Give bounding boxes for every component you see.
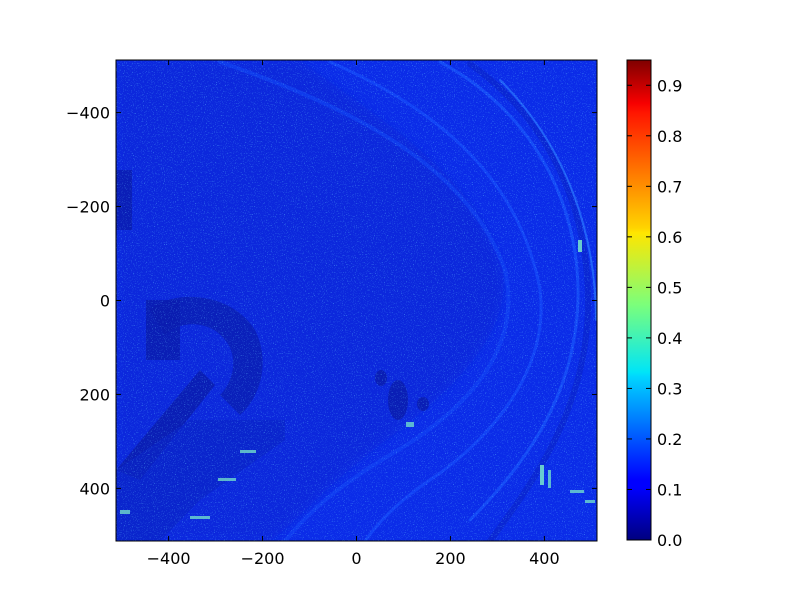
y-axis: −400 −200 0 200 400: [66, 104, 597, 498]
y-tick-label: 200: [79, 385, 110, 404]
y-tick-label: −400: [66, 104, 110, 123]
colorbar-tick-label: 0.0: [657, 531, 682, 550]
colorbar: 0.0 0.1 0.2 0.3 0.4 0.5 0.6 0.7 0.8 0.9: [626, 59, 682, 550]
colorbar-tick-label: 0.9: [657, 76, 682, 95]
y-tick-label: 0: [100, 292, 110, 311]
y-tick-label: −200: [66, 198, 110, 217]
colorbar-tick-label: 0.2: [657, 430, 682, 449]
x-tick-label: 400: [529, 549, 560, 568]
heatmap-image: [116, 60, 597, 541]
colorbar-gradient: [627, 60, 651, 540]
x-axis: −400 −200 0 200 400: [147, 60, 560, 568]
colorbar-frame: [626, 59, 652, 541]
colorbar-tick-label: 0.4: [657, 329, 682, 348]
x-tick-label: −400: [147, 549, 191, 568]
x-tick-label: 200: [435, 549, 466, 568]
colorbar-ticks: 0.0 0.1 0.2 0.3 0.4 0.5 0.6 0.7 0.8 0.9: [627, 76, 682, 550]
colorbar-tick-label: 0.1: [657, 480, 682, 499]
y-tick-label: 400: [79, 479, 110, 498]
colorbar-tick-label: 0.8: [657, 127, 682, 146]
colorbar-tick-label: 0.6: [657, 228, 682, 247]
colorbar-tick-label: 0.7: [657, 177, 682, 196]
colorbar-tick-label: 0.3: [657, 379, 682, 398]
speckle-noise: [116, 60, 597, 541]
x-tick-label: 0: [351, 549, 361, 568]
x-tick-label: −200: [241, 549, 285, 568]
colorbar-tick-label: 0.5: [657, 278, 682, 297]
